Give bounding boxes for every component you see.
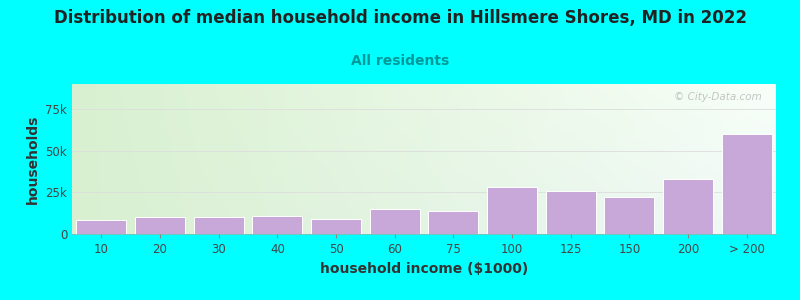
Bar — [253, 216, 302, 234]
Bar — [487, 187, 537, 234]
Bar — [135, 217, 185, 234]
Text: © City-Data.com: © City-Data.com — [674, 92, 762, 101]
Text: All residents: All residents — [351, 54, 449, 68]
Bar — [370, 209, 419, 234]
Bar — [429, 211, 478, 234]
Bar — [77, 220, 126, 234]
Bar — [722, 134, 771, 234]
X-axis label: household income ($1000): household income ($1000) — [320, 262, 528, 276]
Text: Distribution of median household income in Hillsmere Shores, MD in 2022: Distribution of median household income … — [54, 9, 746, 27]
Bar — [194, 217, 243, 234]
Bar — [663, 179, 713, 234]
Bar — [605, 197, 654, 234]
Y-axis label: households: households — [26, 114, 40, 204]
Bar — [546, 191, 595, 234]
Bar — [311, 219, 361, 234]
